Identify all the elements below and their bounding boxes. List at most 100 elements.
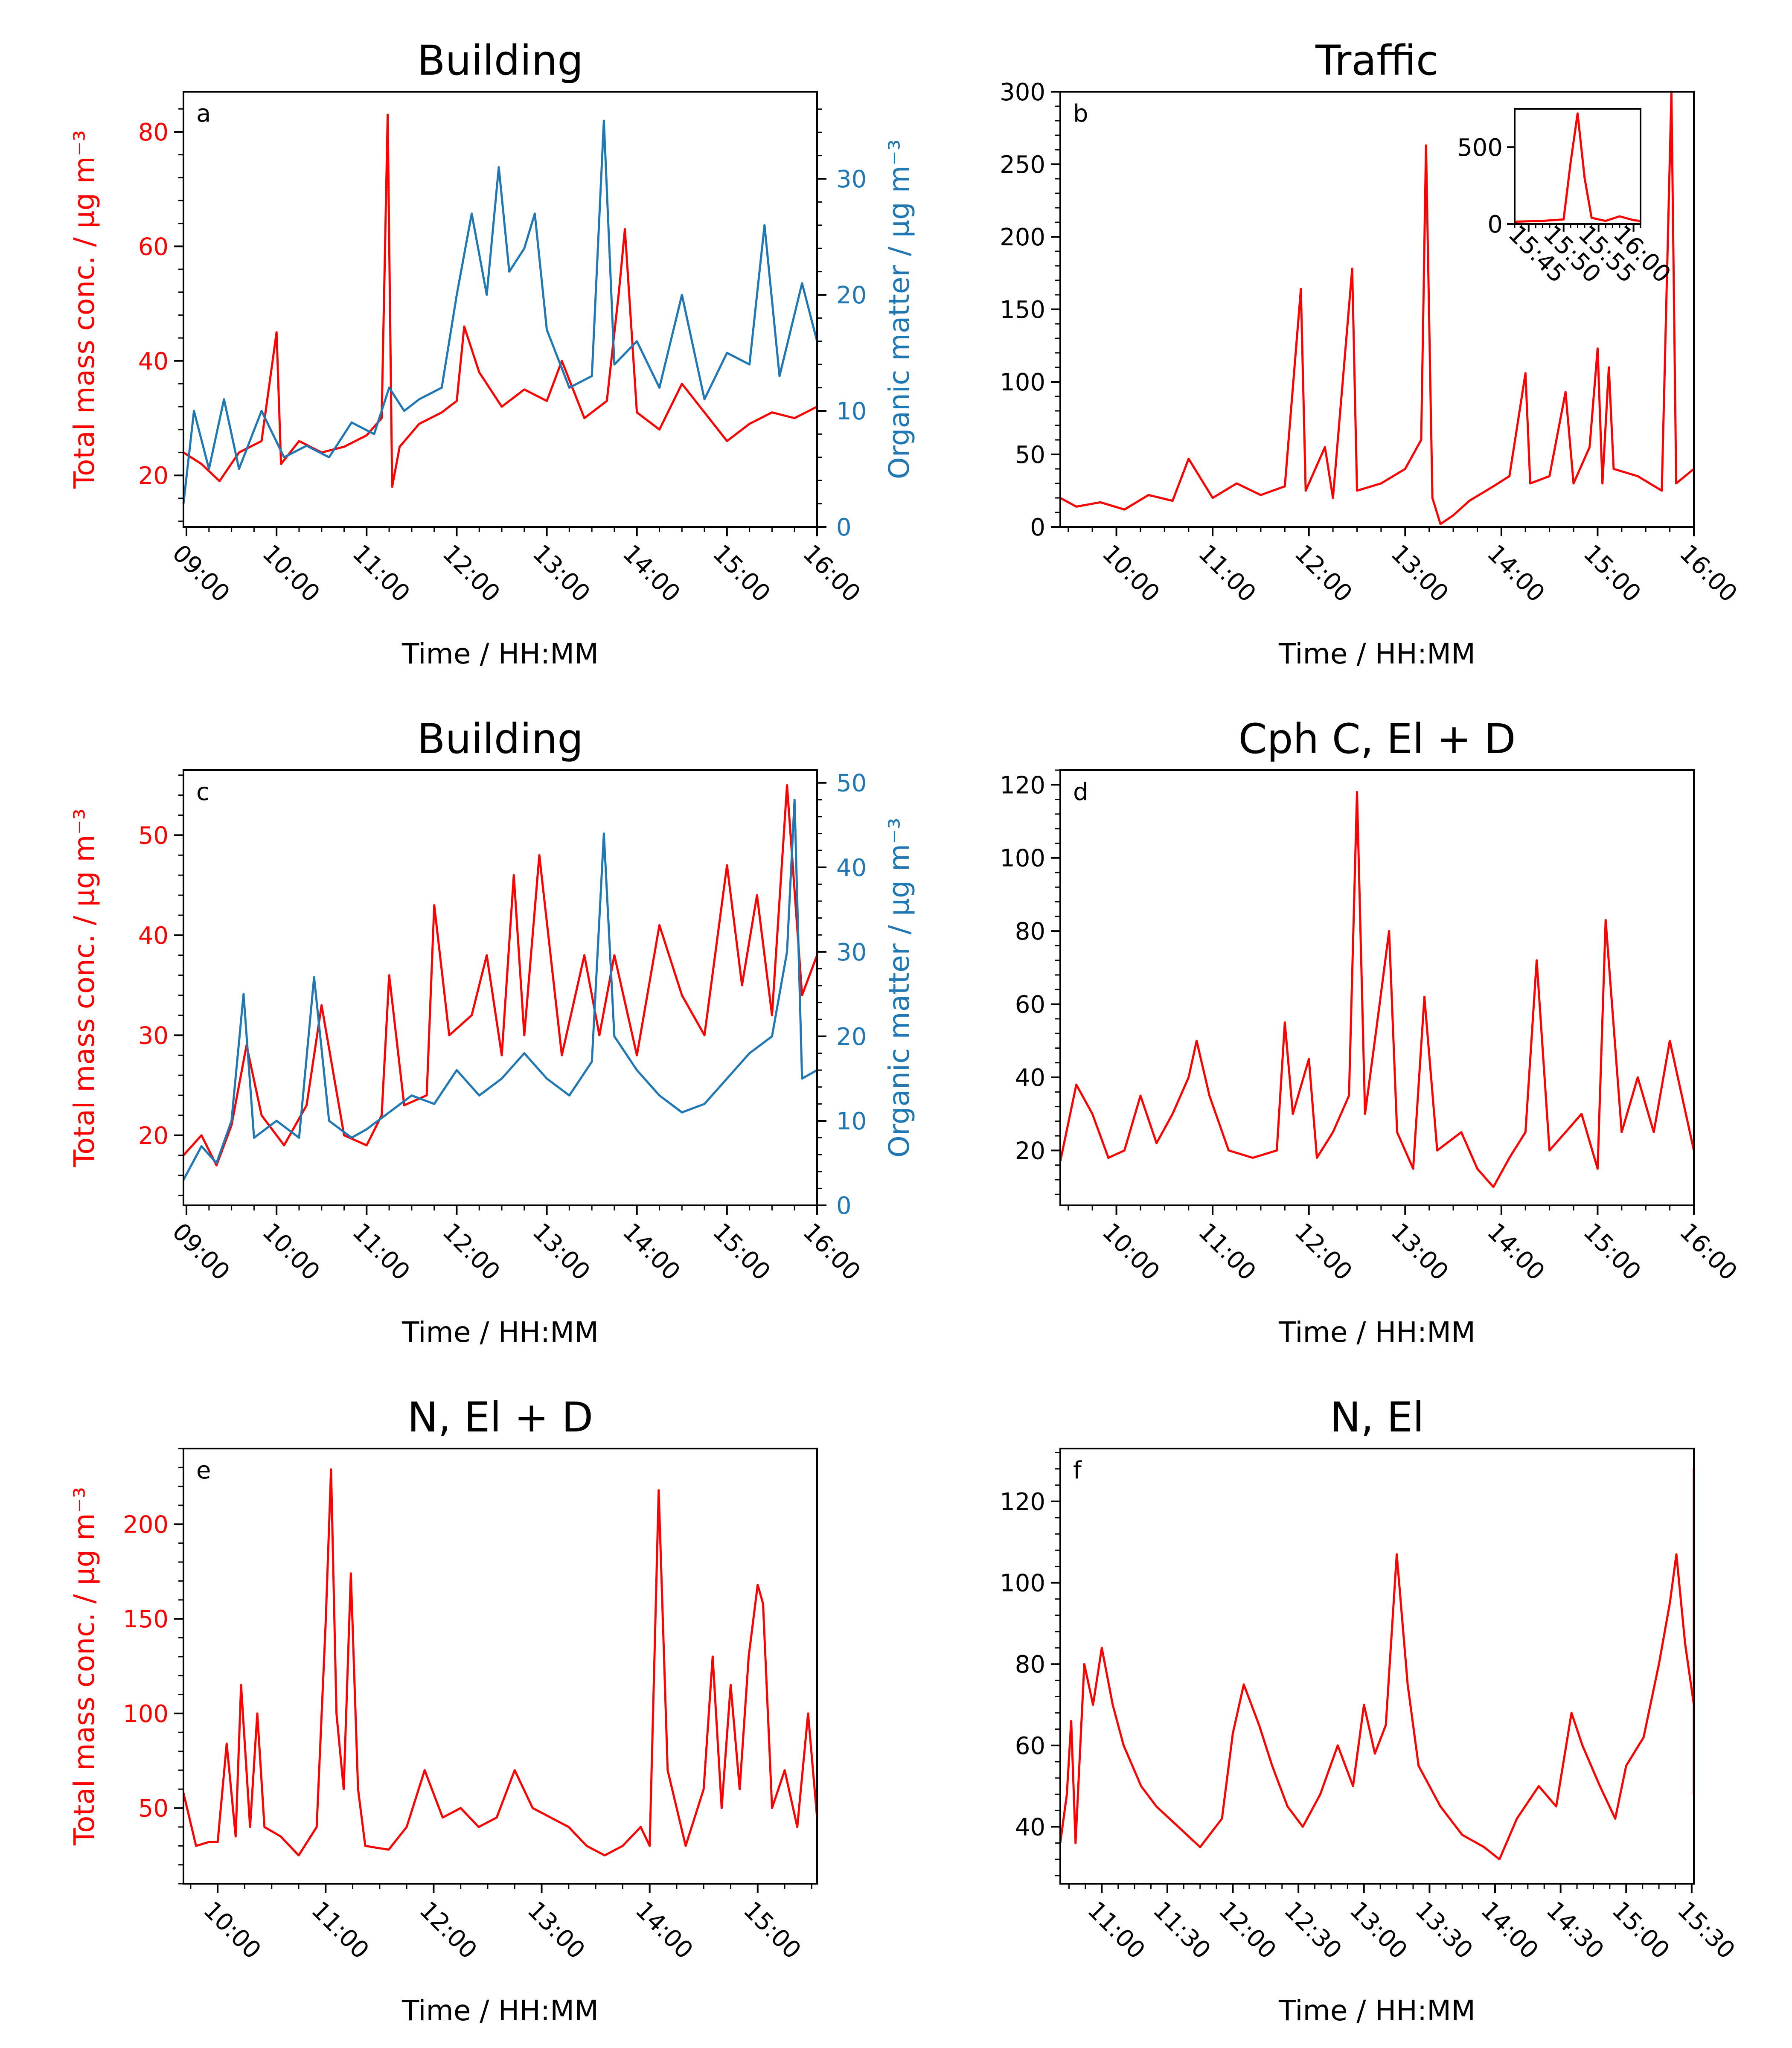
y2-tick-label: 50: [836, 770, 867, 797]
x-tick-label: 15:00: [1578, 539, 1646, 608]
x-axis-label: Time / HH:MM: [401, 1994, 599, 2027]
panel-letter: c: [196, 778, 209, 806]
x-tick-label: 15:00: [1606, 1896, 1675, 1964]
y-tick-label: 100: [1000, 1570, 1045, 1597]
plot-frame: [1059, 91, 1695, 528]
plot-frame: [183, 91, 818, 528]
x-tick-label: 14:00: [617, 539, 685, 608]
inset-y-tick-label: 0: [1487, 211, 1503, 239]
panel-title: N, El + D: [407, 1393, 593, 1441]
inset-frame: [1514, 108, 1641, 225]
plot-frame: [183, 1448, 818, 1885]
y2-tick-label: 20: [836, 1023, 867, 1051]
x-tick-label: 10:00: [1097, 539, 1165, 608]
x-tick-label: 14:30: [1541, 1896, 1609, 1964]
x-tick-label: 13:00: [522, 1896, 590, 1964]
panel-title: Traffic: [1315, 37, 1438, 84]
y-tick-label: 120: [1000, 1488, 1045, 1516]
x-axis-label: Time / HH:MM: [1278, 637, 1475, 670]
series-mass-line: [1059, 791, 1695, 1188]
y2-tick-label: 0: [836, 1192, 852, 1220]
x-axis-label: Time / HH:MM: [401, 1316, 599, 1349]
x-tick-label: 12:00: [1213, 1896, 1281, 1964]
y-tick-label: 50: [138, 1795, 169, 1823]
x-tick-label: 13:30: [1410, 1896, 1478, 1964]
y-tick-label: 120: [1000, 771, 1045, 799]
y-tick-label: 200: [123, 1511, 169, 1539]
panel-letter: e: [196, 1457, 211, 1484]
x-tick-label: 11:00: [347, 1218, 415, 1286]
x-tick-label: 09:00: [167, 1218, 235, 1286]
x-tick-label: 13:00: [1385, 539, 1454, 608]
x-tick-label: 15:00: [738, 1896, 806, 1964]
x-axis-label: Time / HH:MM: [1278, 1994, 1475, 2027]
inset-line: [1514, 112, 1641, 223]
x-tick-label: 11:00: [347, 539, 415, 608]
series-organic-line: [182, 119, 818, 504]
series-mass-line: [183, 784, 818, 1167]
panel-title: Building: [417, 37, 583, 84]
x-tick-label: 12:00: [437, 1218, 505, 1286]
x-tick-label: 11:30: [1148, 1896, 1216, 1964]
y-tick-label: 60: [1015, 991, 1045, 1019]
y2-tick-label: 0: [836, 514, 852, 541]
y-tick-label: 80: [1015, 918, 1045, 945]
y2-tick-label: 30: [836, 166, 867, 193]
y-tick-label: 150: [1000, 296, 1045, 324]
x-tick-label: 10:00: [257, 539, 325, 608]
y2-tick-label: 10: [836, 1108, 867, 1135]
x-tick-label: 14:00: [630, 1896, 698, 1964]
y-tick-label: 40: [1015, 1814, 1045, 1841]
x-tick-label: 13:00: [527, 1218, 595, 1286]
x-tick-label: 12:30: [1279, 1896, 1347, 1964]
panel-f: N, El f 11:0011:3012:0012:3013:0013:3014:0…: [1000, 1393, 1740, 2027]
x-tick-label: 13:00: [1344, 1896, 1413, 1964]
panel-letter: a: [196, 100, 211, 128]
series-mass-line: [1059, 90, 1695, 525]
y-tick-label: 100: [123, 1700, 169, 1728]
y2-tick-label: 10: [836, 398, 867, 425]
y-tick-label: 60: [138, 233, 169, 261]
y-tick-label: 40: [138, 348, 169, 375]
y-axis-label: Total mass conc. / μg m⁻³: [68, 130, 101, 489]
series-mass-line: [1059, 1468, 1695, 1861]
x-tick-label: 14:00: [1475, 1896, 1544, 1964]
inset-y-tick-label: 500: [1457, 134, 1503, 162]
y2-axis-label: Organic matter / μg m⁻³: [883, 818, 916, 1158]
x-tick-label: 11:00: [306, 1896, 374, 1964]
x-tick-label: 10:00: [1097, 1218, 1165, 1286]
panel-b: Traffic b 10:00 11:00 12:00 13:00 14:00 15:00 16…: [1000, 37, 1743, 670]
y2-tick-label: 20: [836, 282, 867, 309]
series-organic-line: [182, 798, 818, 1181]
x-tick-label: 15:00: [1578, 1218, 1646, 1286]
x-axis-label: Time / HH:MM: [1278, 1316, 1475, 1349]
x-tick-label: 10:00: [257, 1218, 325, 1286]
x-tick-label: 12:00: [1289, 1218, 1357, 1286]
y-tick-label: 150: [123, 1606, 169, 1633]
y-tick-label: 0: [1030, 514, 1045, 541]
y-tick-label: 250: [1000, 151, 1045, 179]
y-tick-label: 80: [138, 119, 169, 146]
x-tick-label: 11:00: [1193, 1218, 1261, 1286]
y-tick-label: 40: [1015, 1064, 1045, 1092]
x-tick-label: 16:00: [1674, 1218, 1743, 1286]
panel-letter: f: [1073, 1457, 1082, 1484]
y-tick-label: 20: [138, 462, 169, 490]
x-tick-label: 16:00: [797, 539, 866, 608]
plot-frame: [1059, 1448, 1695, 1885]
panel-d: Cph C, El + D d 10:00 11:00 12:00 13:00 14:00 1…: [1000, 715, 1743, 1349]
x-tick-label: 11:00: [1082, 1896, 1150, 1964]
y2-tick-label: 30: [836, 939, 867, 966]
panel-c: Building c 09:00 10:00 11:00 12:00 13:00 14:00 1…: [68, 715, 916, 1349]
y-axis-label: Total mass conc. / μg m⁻³: [68, 809, 101, 1167]
plot-frame: [1059, 769, 1695, 1206]
panel-title: N, El: [1330, 1393, 1424, 1441]
x-tick-label: 14:00: [1482, 1218, 1550, 1286]
y2-axis-label: Organic matter / μg m⁻³: [883, 140, 916, 480]
y2-tick-label: 40: [836, 854, 867, 882]
x-tick-label: 16:00: [1674, 539, 1743, 608]
y-tick-label: 100: [1000, 845, 1045, 873]
x-tick-label: 12:00: [414, 1896, 482, 1964]
